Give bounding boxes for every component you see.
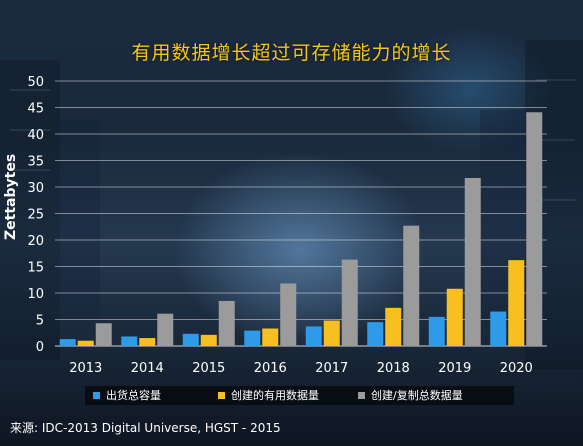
bar-shipped-capacity: [244, 330, 261, 346]
x-tick-label: 2015: [192, 361, 225, 376]
legend-item-shipped-capacity: 出货总容量: [93, 386, 161, 405]
y-tick-label: 10: [27, 287, 44, 302]
bar-shipped-capacity: [121, 336, 138, 346]
bar-shipped-capacity: [428, 316, 445, 346]
bar-shipped-capacity: [182, 333, 199, 346]
bar-useful-data: [446, 288, 463, 346]
bar-useful-data: [508, 260, 525, 346]
bar-useful-data: [323, 320, 340, 346]
legend-item-useful-data: 创建的有用数据量: [218, 386, 319, 405]
legend-label: 创建/复制总数据量: [371, 389, 463, 402]
y-tick-label: 20: [27, 234, 44, 249]
legend-swatch: [218, 392, 225, 399]
y-tick-label: 0: [36, 340, 44, 355]
x-tick-label: 2019: [438, 361, 471, 376]
bar-total-data: [218, 300, 235, 346]
bar-total-data: [403, 225, 420, 346]
chart-legend: 出货总容量 创建的有用数据量 创建/复制总数据量: [85, 386, 514, 405]
legend-swatch: [93, 392, 100, 399]
y-tick-label: 35: [27, 155, 44, 170]
bar-useful-data: [77, 340, 94, 346]
x-tick-label: 2018: [377, 361, 410, 376]
y-tick-label: 30: [27, 181, 44, 196]
legend-label: 创建的有用数据量: [231, 389, 319, 402]
y-tick-label: 40: [27, 128, 44, 143]
bar-shipped-capacity: [305, 326, 322, 346]
chart-title: 有用数据增长超过可存储能力的增长: [131, 42, 452, 64]
y-tick-label: 25: [27, 208, 44, 223]
legend-label: 出货总容量: [106, 389, 161, 402]
bar-total-data: [526, 112, 543, 347]
bar-total-data: [464, 177, 481, 346]
bar-useful-data: [262, 328, 279, 346]
y-tick-label: 50: [27, 75, 44, 90]
x-tick-label: 2020: [500, 361, 533, 376]
x-tick-label: 2014: [131, 361, 164, 376]
bar-shipped-capacity: [490, 311, 507, 346]
x-tick-label: 2017: [315, 361, 348, 376]
x-tick-label: 2013: [69, 361, 102, 376]
bar-useful-data: [139, 338, 156, 346]
y-tick-label: 45: [27, 102, 44, 117]
legend-swatch: [358, 392, 365, 399]
bar-shipped-capacity: [59, 339, 76, 346]
y-tick-label: 15: [27, 261, 44, 276]
y-tick-label: 5: [36, 314, 44, 329]
bar-useful-data: [200, 334, 217, 346]
legend-item-total-data: 创建/复制总数据量: [358, 386, 463, 405]
bar-total-data: [157, 313, 174, 346]
x-tick-label: 2016: [254, 361, 287, 376]
bar-total-data: [280, 283, 297, 346]
bar-total-data: [95, 323, 112, 346]
bar-useful-data: [385, 307, 402, 346]
bar-total-data: [341, 259, 358, 346]
source-note: 来源: IDC-2013 Digital Universe, HGST - 20…: [10, 421, 281, 435]
bar-shipped-capacity: [367, 322, 384, 346]
